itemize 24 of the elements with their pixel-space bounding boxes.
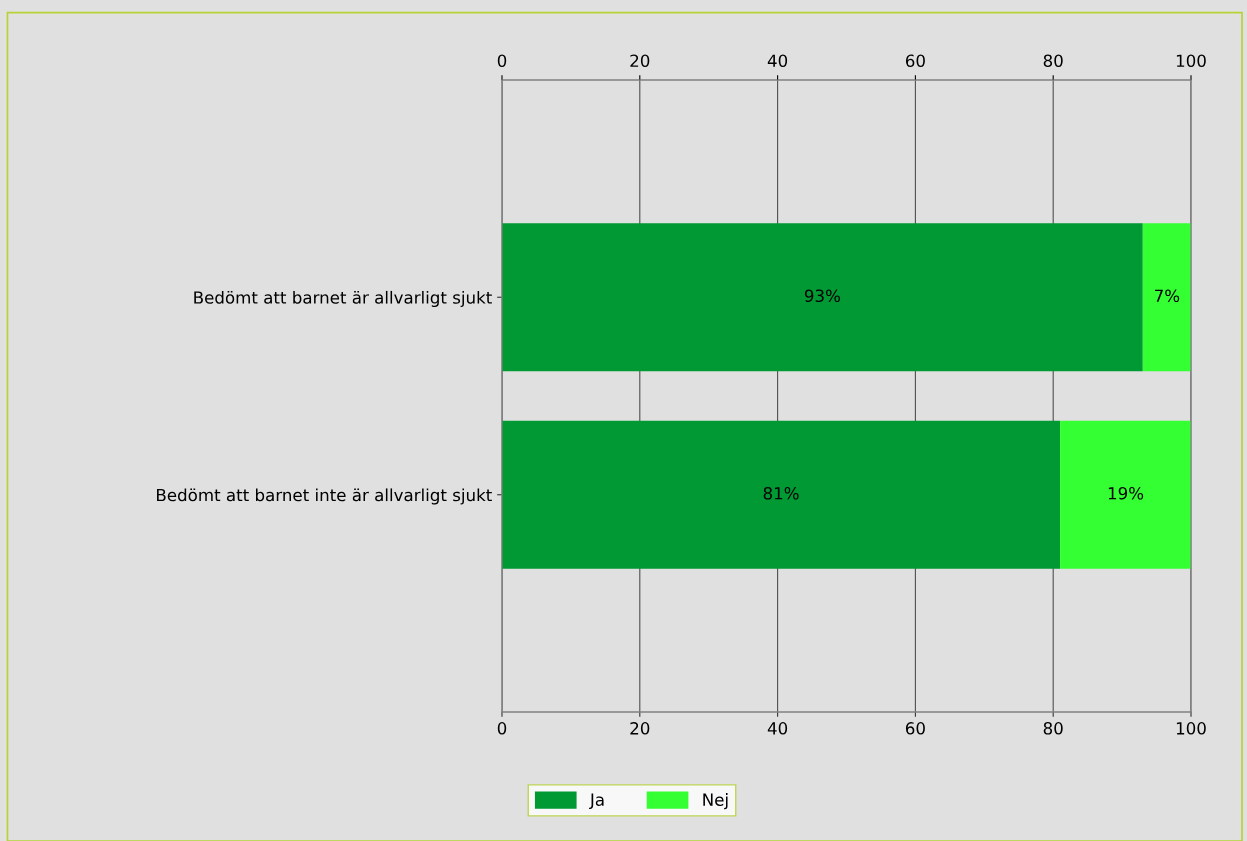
bar — [1060, 420, 1191, 569]
bar — [502, 420, 1061, 569]
x-tick-label: 80 — [1043, 722, 1063, 735]
y-tick-label: Bedömt att barnet inte är allvarligt sjukt — [157, 488, 492, 505]
data-label: 81% — [763, 486, 799, 500]
data-label: 7% — [1155, 289, 1180, 303]
x-tick-label: 40 — [767, 722, 788, 735]
x-tick-label: 100 — [1176, 722, 1206, 735]
bar — [502, 223, 1143, 372]
x2-tick-label: 100 — [1176, 54, 1206, 68]
x2-tick-label: 60 — [905, 54, 925, 68]
x-tick-label: 20 — [630, 722, 650, 735]
x2-tick-label: 40 — [767, 54, 788, 68]
bar — [1142, 223, 1191, 372]
x2-tick-label: 20 — [630, 54, 650, 68]
data-label: 19% — [1108, 486, 1144, 500]
x2-tick-label: 0 — [497, 54, 507, 68]
x2-tick-label: 80 — [1043, 54, 1063, 68]
x-tick-label: 0 — [497, 722, 507, 735]
x-tick-label: 60 — [905, 722, 925, 735]
legend-label: Nej — [703, 793, 728, 810]
data-label: 93% — [804, 289, 840, 303]
y-tick-label: Bedömt att barnet är allvarligt sjukt — [194, 290, 492, 308]
legend-label: Ja — [589, 793, 604, 810]
